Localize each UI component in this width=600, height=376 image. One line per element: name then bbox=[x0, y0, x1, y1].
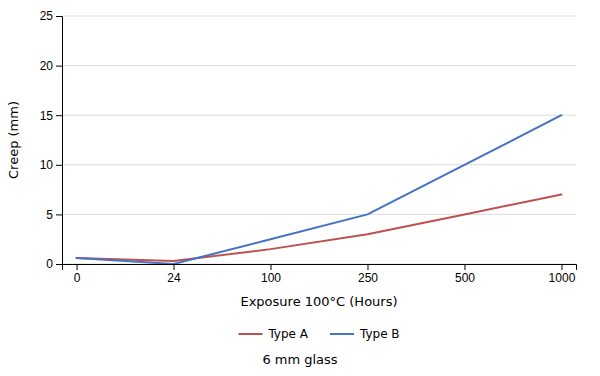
y-tick-mark bbox=[56, 16, 62, 17]
x-tick-label: 250 bbox=[358, 271, 378, 285]
y-tick: 25 bbox=[40, 9, 62, 23]
x-tick-mark bbox=[464, 264, 465, 270]
y-tick-label: 20 bbox=[40, 59, 54, 73]
y-tick-mark bbox=[56, 165, 62, 166]
legend-swatch bbox=[330, 333, 354, 335]
y-tick-label: 5 bbox=[46, 208, 53, 222]
series-line bbox=[77, 115, 562, 264]
x-tick-mark bbox=[367, 264, 368, 270]
grid-line bbox=[62, 115, 576, 116]
y-tick: 5 bbox=[46, 208, 62, 222]
grid-line bbox=[62, 164, 576, 165]
plot: 05101520250241002505001000 bbox=[40, 9, 577, 284]
x-axis-title: Exposure 100°C (Hours) bbox=[240, 294, 397, 309]
grid-line bbox=[62, 16, 576, 17]
x-tick-label: 24 bbox=[167, 271, 181, 285]
x-tick-label: 0 bbox=[74, 271, 81, 285]
y-tick: 10 bbox=[40, 158, 62, 172]
x-tick-mark bbox=[561, 264, 562, 270]
x-tick: 24 bbox=[167, 264, 181, 285]
legend: Type A Type B bbox=[238, 327, 399, 341]
x-axis: 0 24 100 250 500 1000 bbox=[63, 264, 577, 285]
x-tick: 250 bbox=[358, 264, 378, 285]
chart: 05101520250241002505001000Exposure 100°C… bbox=[0, 0, 600, 376]
lines bbox=[77, 115, 562, 264]
y-tick-mark bbox=[56, 115, 62, 116]
grid bbox=[62, 16, 576, 264]
x-tick-label: 1000 bbox=[549, 271, 576, 285]
y-axis-line bbox=[56, 17, 63, 265]
y-tick: 15 bbox=[40, 109, 62, 123]
y-tick-mark bbox=[56, 66, 62, 67]
y-tick-label: 15 bbox=[40, 109, 54, 123]
legend-swatch bbox=[238, 333, 262, 335]
x-tick-mark bbox=[271, 264, 272, 270]
x-tick: 1000 bbox=[549, 264, 576, 285]
x-tick: 100 bbox=[261, 264, 281, 285]
y-tick-mark bbox=[56, 264, 62, 265]
x-tick-label: 100 bbox=[261, 271, 281, 285]
y-tick: 20 bbox=[40, 59, 62, 73]
y-tick-label: 0 bbox=[46, 257, 53, 271]
y-tick: 0 bbox=[46, 257, 62, 271]
y-axis: 0 5 10 15 20 25 bbox=[40, 9, 63, 271]
x-tick-mark bbox=[174, 264, 175, 270]
y-tick-label: 10 bbox=[40, 158, 54, 172]
y-tick-mark bbox=[56, 214, 62, 215]
x-axis-line bbox=[63, 265, 577, 271]
y-tick-label: 25 bbox=[40, 9, 54, 23]
legend-label: Type A bbox=[267, 327, 308, 341]
x-tick-mark bbox=[77, 264, 78, 270]
legend-item: Type B bbox=[330, 327, 400, 341]
x-tick: 500 bbox=[455, 264, 475, 285]
x-tick: 0 bbox=[74, 264, 81, 285]
subtitle: 6 mm glass bbox=[262, 352, 337, 367]
x-tick-label: 500 bbox=[455, 271, 475, 285]
y-axis-title: Creep (mm) bbox=[6, 101, 21, 179]
legend-label: Type B bbox=[359, 327, 400, 341]
grid-line bbox=[62, 65, 576, 66]
grid-line bbox=[62, 214, 576, 215]
legend-item: Type A bbox=[238, 327, 308, 341]
